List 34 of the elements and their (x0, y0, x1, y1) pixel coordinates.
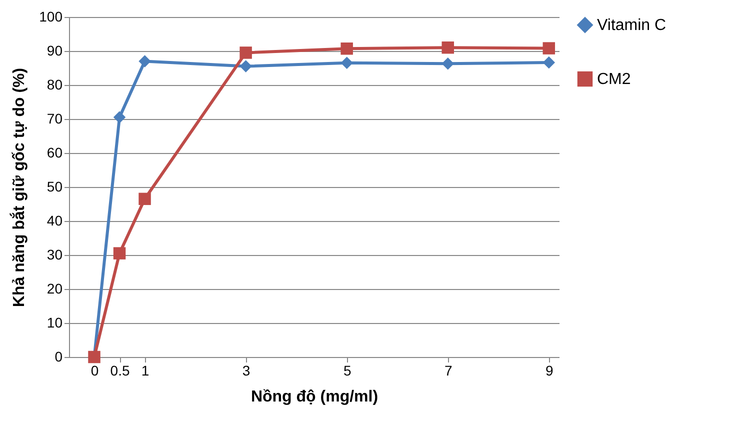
x-tick-label: 1 (141, 362, 150, 378)
legend-label: Vitamin C (597, 17, 666, 34)
x-tick-label: 3 (242, 362, 250, 378)
x-tick-label: 5 (343, 362, 352, 378)
point (138, 192, 151, 206)
y-tick-label: 90 (46, 42, 63, 58)
y-tick-label: 40 (46, 212, 63, 228)
y-tick-label: 100 (39, 8, 63, 24)
y-tick-label: 70 (46, 110, 63, 126)
legend-label: CM2 (597, 71, 631, 88)
point (542, 56, 556, 69)
x-tick-label: 0 (90, 362, 99, 378)
x-tick-label: 7 (444, 362, 452, 378)
y-tick-label: 30 (46, 246, 63, 262)
point (113, 111, 126, 124)
x-tick-label: 0.5 (110, 362, 130, 378)
point (340, 42, 353, 55)
point (442, 57, 454, 70)
y-tick-label: 20 (46, 280, 63, 296)
point (113, 247, 126, 260)
x-axis-title: Nồng độ (mg/ml) (250, 388, 378, 406)
point (138, 55, 151, 68)
y-tick-label: 60 (46, 144, 63, 160)
point (442, 41, 454, 54)
y-axis-title: Khả năng bắt giữ gốc tự do (%) (9, 68, 28, 308)
point (340, 56, 353, 70)
point (542, 42, 556, 54)
x-tick-label: 9 (546, 362, 554, 378)
y-tick-label: 0 (54, 348, 63, 364)
point (240, 60, 252, 72)
point (240, 46, 252, 59)
y-tick-label: 80 (46, 76, 63, 92)
y-tick-label: 50 (46, 178, 63, 194)
y-tick-label: 10 (46, 314, 63, 330)
